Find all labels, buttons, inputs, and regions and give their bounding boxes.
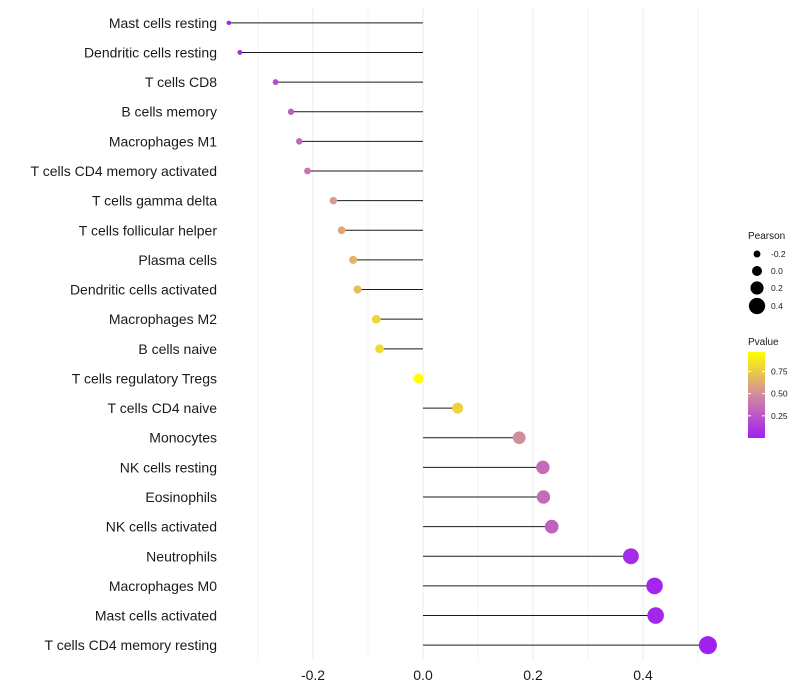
- lollipop-point: [353, 285, 362, 294]
- category-label: NK cells activated: [106, 519, 217, 535]
- x-axis-ticks: -0.2 0.0 0.2 0.4: [301, 667, 653, 683]
- x-tick-label: -0.2: [301, 667, 325, 683]
- x-tick-label: 0.0: [413, 667, 433, 683]
- size-legend-label: 0.2: [771, 283, 783, 293]
- lollipop-point: [536, 460, 550, 475]
- lollipop-point: [237, 50, 243, 55]
- lollipop-point: [375, 344, 384, 354]
- lollipop-stems: [228, 22, 708, 646]
- category-label: B cells naive: [138, 341, 217, 357]
- lollipop-point: [452, 402, 464, 414]
- lollipop-point: [536, 490, 551, 504]
- grid-lines: [257, 8, 699, 660]
- lollipop-point: [226, 20, 232, 26]
- category-label: Plasma cells: [138, 252, 217, 268]
- size-legend-key: [750, 281, 764, 295]
- lollipop-point: [287, 108, 295, 115]
- lollipop-point: [622, 548, 639, 565]
- lollipop-point: [329, 196, 338, 205]
- category-label: Mast cells activated: [95, 608, 217, 624]
- category-label: Neutrophils: [146, 548, 217, 564]
- color-legend: Pvalue 0.75 0.50 0.25: [748, 337, 788, 438]
- category-label: T cells gamma delta: [92, 193, 217, 209]
- size-legend-key: [748, 297, 766, 315]
- lollipop-point: [337, 226, 346, 235]
- category-label: Eosinophils: [145, 489, 217, 505]
- category-label: T cells CD4 naive: [108, 400, 218, 416]
- size-legend-key: [753, 250, 761, 258]
- category-label: T cells CD4 memory resting: [45, 637, 217, 653]
- lollipop-point: [698, 636, 717, 655]
- lollipop-point: [512, 431, 526, 445]
- category-label: T cells regulatory Tregs: [72, 370, 217, 386]
- x-tick-label: 0.4: [633, 667, 653, 683]
- lollipop-point: [349, 255, 358, 264]
- category-label: Dendritic cells resting: [84, 44, 217, 60]
- color-legend-label: 0.75: [771, 367, 788, 377]
- category-label: T cells follicular helper: [79, 222, 218, 238]
- color-legend-bar: [748, 352, 765, 438]
- category-label: NK cells resting: [120, 459, 217, 475]
- color-legend-label: 0.25: [771, 411, 788, 421]
- lollipop-point: [646, 577, 663, 595]
- lollipop-point: [413, 373, 424, 384]
- size-legend-title: Pearson: [748, 231, 785, 242]
- x-tick-label: 0.2: [523, 667, 543, 683]
- category-label: Monocytes: [149, 430, 217, 446]
- category-label: Mast cells resting: [109, 15, 217, 31]
- lollipop-point: [272, 79, 279, 86]
- lollipop-point: [295, 138, 303, 145]
- category-label: Dendritic cells activated: [70, 282, 217, 298]
- category-label: Macrophages M0: [109, 578, 217, 594]
- color-legend-label: 0.50: [771, 389, 788, 399]
- lollipop-point: [647, 607, 664, 624]
- lollipop-point: [544, 519, 559, 534]
- size-legend-key: [751, 265, 763, 277]
- category-label: T cells CD4 memory activated: [31, 163, 217, 179]
- category-label: B cells memory: [121, 104, 217, 120]
- lollipop-points: [226, 20, 717, 655]
- category-labels: Mast cells resting Dendritic cells restin…: [31, 15, 218, 653]
- category-label: Macrophages M1: [109, 133, 217, 149]
- category-label: Macrophages M2: [109, 311, 217, 327]
- size-legend: Pearson -0.2 0.0 0.2 0.4: [748, 231, 786, 315]
- category-label: T cells CD8: [145, 74, 217, 90]
- size-legend-label: 0.0: [771, 266, 783, 276]
- lollipop-point: [304, 167, 311, 175]
- lollipop-point: [371, 314, 381, 324]
- size-legend-label: 0.4: [771, 301, 783, 311]
- size-legend-label: -0.2: [771, 249, 786, 259]
- color-legend-title: Pvalue: [748, 337, 779, 348]
